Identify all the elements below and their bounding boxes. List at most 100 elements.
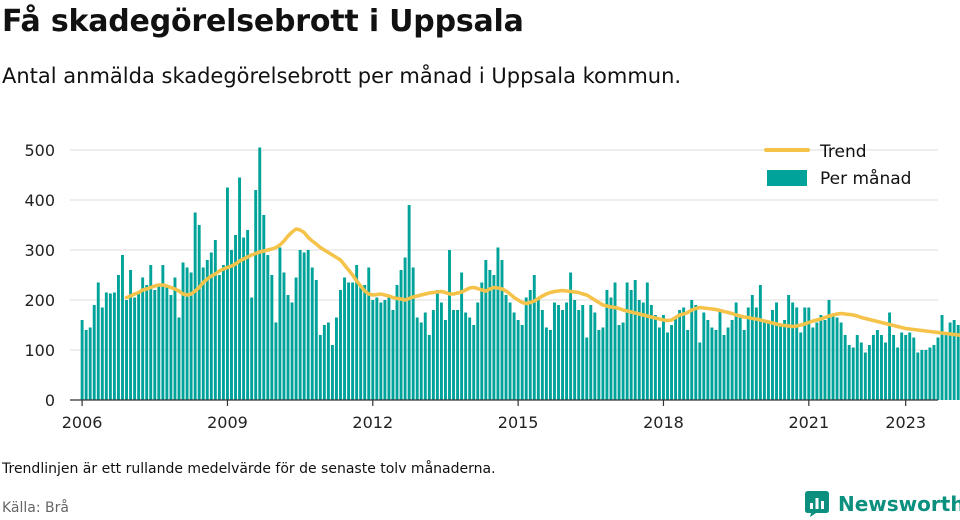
bar — [863, 352, 867, 400]
x-tick-label: 2015 — [498, 413, 539, 432]
bar — [520, 325, 524, 400]
bar — [363, 285, 367, 400]
bar — [173, 277, 177, 400]
bar — [649, 305, 653, 400]
bar — [221, 265, 225, 400]
bar — [137, 292, 141, 400]
bar — [803, 307, 807, 400]
bar — [185, 267, 189, 400]
x-tick-label: 2021 — [788, 413, 829, 432]
bar — [779, 325, 783, 400]
bar — [540, 310, 544, 400]
bar — [193, 212, 197, 400]
bar — [149, 265, 153, 400]
bar — [686, 330, 690, 400]
bar — [153, 290, 157, 400]
bar — [197, 225, 201, 400]
bar — [875, 330, 879, 400]
bar — [819, 315, 823, 400]
bar — [343, 277, 346, 400]
bar — [488, 270, 492, 400]
bar — [662, 315, 665, 400]
bar-series — [80, 147, 960, 400]
bar — [157, 286, 161, 400]
bar — [746, 307, 750, 400]
bar — [403, 257, 407, 400]
bar — [310, 267, 314, 400]
bar — [460, 272, 464, 400]
bar — [528, 290, 532, 400]
bar — [936, 337, 940, 400]
bar — [900, 332, 904, 400]
bar — [839, 322, 843, 400]
bar — [799, 332, 803, 400]
brand-logo[interactable]: Newsworthy — [804, 488, 960, 520]
bar — [702, 312, 706, 400]
bar — [609, 297, 613, 400]
bar — [754, 307, 758, 400]
bar — [504, 295, 508, 400]
bar — [375, 297, 379, 400]
bar — [851, 347, 855, 400]
bar — [326, 322, 330, 400]
bar — [657, 327, 661, 400]
bar — [395, 285, 399, 400]
bar — [145, 285, 149, 400]
bar — [641, 302, 645, 400]
bar — [884, 342, 887, 400]
bar — [444, 320, 447, 400]
bar — [399, 270, 403, 400]
bar — [613, 282, 617, 400]
bar — [314, 280, 318, 400]
bar — [476, 302, 480, 400]
bar — [589, 305, 593, 400]
y-tick-label: 100 — [24, 341, 55, 360]
bar — [871, 335, 875, 400]
bar — [258, 147, 262, 400]
footnote: Trendlinjen är ett rullande medelvärde f… — [2, 461, 496, 477]
bar — [88, 327, 92, 400]
bar — [795, 307, 799, 400]
bar — [177, 317, 181, 400]
bar — [835, 317, 839, 400]
bar — [141, 277, 145, 400]
bar — [238, 177, 242, 400]
bar — [601, 327, 605, 400]
bar — [415, 317, 419, 400]
bar — [766, 322, 770, 400]
bar — [351, 282, 355, 400]
bar — [581, 305, 585, 400]
bar — [181, 262, 185, 400]
bar — [439, 302, 443, 400]
bar — [811, 327, 815, 400]
bar — [625, 282, 629, 400]
bar — [561, 310, 564, 400]
bar — [302, 252, 306, 400]
bar — [750, 295, 754, 400]
bar — [516, 320, 520, 400]
bar — [831, 315, 835, 400]
bar — [859, 342, 863, 400]
bar — [213, 240, 217, 400]
trend-series — [124, 227, 960, 337]
bar — [815, 322, 819, 400]
bar — [129, 270, 133, 400]
bar — [698, 342, 702, 400]
bar — [318, 335, 322, 400]
chart-svg: 0 100 200 300 400 500 2006 2009 2012 2015 2018 2021… — [24, 141, 960, 432]
bar — [330, 345, 334, 400]
bar — [569, 272, 573, 400]
y-tick-label: 200 — [24, 291, 55, 310]
bar — [100, 307, 104, 400]
bar — [464, 312, 468, 400]
x-tick-label: 2006 — [62, 413, 103, 432]
trend-line — [124, 227, 960, 337]
chart-subtitle: Antal anmälda skadegörelsebrott per måna… — [2, 64, 682, 88]
bar — [246, 230, 250, 400]
bar — [867, 345, 871, 400]
y-tick-label: 300 — [24, 241, 55, 260]
bar — [84, 330, 88, 400]
bar — [843, 335, 847, 400]
bar — [290, 302, 294, 400]
bar — [678, 310, 682, 400]
